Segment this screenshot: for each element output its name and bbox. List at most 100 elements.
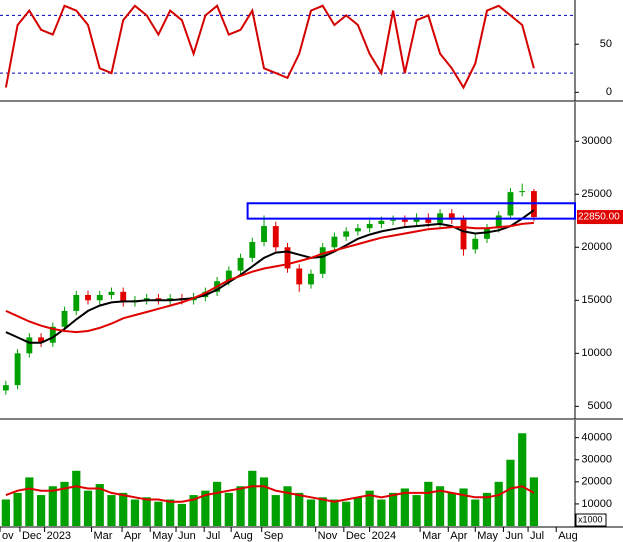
candle-body bbox=[284, 247, 291, 269]
x-tick-label: Apr bbox=[450, 530, 467, 542]
volume-bar bbox=[518, 433, 527, 526]
volume-bar bbox=[259, 477, 269, 526]
x-tick-label: Aug bbox=[558, 530, 578, 542]
volume-bar bbox=[212, 481, 222, 526]
volume-bar bbox=[177, 503, 186, 526]
volume-bar bbox=[130, 499, 140, 526]
volume-bar bbox=[48, 486, 57, 526]
volume-bar bbox=[189, 495, 198, 526]
candle-body bbox=[96, 294, 103, 301]
candle-body bbox=[225, 270, 232, 282]
volume-bar bbox=[377, 499, 386, 526]
candle-body bbox=[61, 310, 68, 327]
candle-body bbox=[237, 257, 244, 271]
series-line bbox=[5, 485, 535, 503]
candle-body bbox=[272, 226, 279, 248]
volume-bar bbox=[142, 497, 151, 526]
candle-body bbox=[331, 236, 338, 248]
candle-body bbox=[14, 353, 21, 386]
volume-bar bbox=[471, 499, 480, 526]
volume-bar bbox=[295, 492, 304, 526]
candle-body bbox=[108, 291, 115, 295]
volume-bar bbox=[435, 486, 445, 526]
candle-body bbox=[472, 238, 479, 250]
candle-body bbox=[143, 298, 150, 301]
x-tick-label: 2024 bbox=[372, 530, 396, 542]
x-tick-label: Dec bbox=[22, 530, 42, 542]
volume-bar bbox=[342, 501, 351, 526]
x-tick-label: Nov bbox=[318, 530, 338, 542]
volume-bar bbox=[529, 477, 539, 526]
x-tick-label: Aug bbox=[233, 530, 253, 542]
x-tick-label: Jun bbox=[178, 530, 196, 542]
y-tick-label: 15000 bbox=[581, 294, 612, 306]
y-tick-label: 20000 bbox=[581, 241, 612, 253]
candle-body bbox=[26, 337, 33, 354]
candle-body bbox=[120, 291, 127, 303]
x-tick-label: Jul bbox=[530, 530, 544, 542]
candle-body bbox=[308, 273, 314, 285]
candle-body bbox=[85, 294, 91, 301]
x-tick-label: May bbox=[152, 530, 173, 542]
volume-bar bbox=[166, 499, 175, 526]
candle-body bbox=[519, 191, 526, 193]
x-tick-label: Jul bbox=[206, 530, 220, 542]
candle-body bbox=[378, 220, 385, 224]
candle-body bbox=[155, 298, 162, 301]
volume-bar bbox=[494, 481, 503, 526]
candle-body bbox=[425, 217, 432, 223]
candle-body bbox=[38, 337, 45, 343]
y-tick-label: 25000 bbox=[581, 188, 612, 200]
y-tick-label: 0 bbox=[606, 86, 612, 98]
volume-bar bbox=[389, 492, 398, 526]
volume-bar bbox=[424, 481, 433, 526]
candle-body bbox=[390, 219, 397, 221]
volume-bar bbox=[271, 495, 280, 526]
candle-body bbox=[484, 228, 490, 239]
x-tick-label: May bbox=[477, 530, 498, 542]
x-tick-label: Apr bbox=[124, 530, 141, 542]
volume-bar bbox=[107, 495, 116, 526]
candle-body bbox=[401, 219, 408, 222]
x-tick-label: Sep bbox=[264, 530, 284, 542]
volume-bar bbox=[83, 490, 93, 526]
unit-label: x1000 bbox=[578, 514, 603, 524]
candle-body bbox=[354, 228, 361, 232]
y-tick-label: 30000 bbox=[581, 135, 612, 147]
volume-bar bbox=[482, 492, 492, 526]
series-line bbox=[5, 209, 535, 344]
volume-bar bbox=[36, 495, 46, 526]
y-tick-label: 40000 bbox=[581, 432, 612, 444]
candle-body bbox=[343, 231, 350, 237]
volume-bar bbox=[506, 459, 515, 526]
candle-body bbox=[296, 268, 303, 285]
volume-bar bbox=[400, 488, 409, 526]
unit-box bbox=[575, 513, 607, 527]
y-tick-label: 20000 bbox=[581, 476, 612, 488]
volume-bar bbox=[447, 492, 456, 526]
candle-body bbox=[49, 326, 56, 343]
series-line bbox=[4, 4, 535, 90]
volume-bar bbox=[154, 501, 163, 526]
volume-bar bbox=[25, 477, 34, 526]
volume-bar bbox=[201, 490, 210, 526]
candle-body bbox=[366, 223, 373, 229]
volume-bar bbox=[119, 492, 128, 526]
volume-bar bbox=[412, 495, 421, 526]
volume-bar bbox=[248, 470, 257, 526]
candle-body bbox=[261, 226, 267, 242]
volume-bar bbox=[95, 484, 104, 526]
candle-body bbox=[460, 219, 467, 250]
series-line bbox=[5, 221, 534, 334]
candle-body bbox=[249, 241, 256, 258]
candle-body bbox=[413, 217, 420, 222]
candle-body bbox=[319, 247, 326, 274]
volume-bar bbox=[1, 499, 10, 526]
volume-bar bbox=[72, 470, 81, 526]
volume-bar bbox=[318, 497, 327, 526]
x-tick-label: ov bbox=[2, 530, 14, 542]
candle-body bbox=[495, 215, 502, 229]
volume-bar bbox=[330, 499, 339, 526]
x-tick-label: Dec bbox=[346, 530, 366, 542]
last-price-box bbox=[577, 210, 623, 225]
